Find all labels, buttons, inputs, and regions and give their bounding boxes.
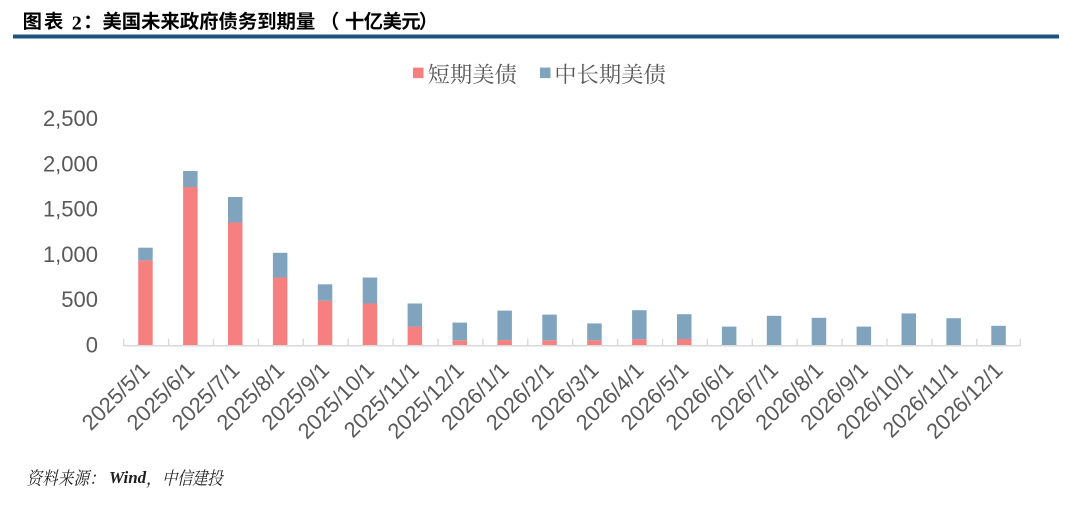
svg-text:500: 500 bbox=[61, 287, 98, 312]
svg-text:1,000: 1,000 bbox=[43, 242, 98, 267]
svg-text:Wind: Wind bbox=[109, 468, 147, 487]
svg-text:2,500: 2,500 bbox=[43, 106, 98, 131]
svg-text:1,500: 1,500 bbox=[43, 197, 98, 222]
svg-text:2: 2 bbox=[72, 13, 82, 35]
svg-text:2,000: 2,000 bbox=[43, 151, 98, 176]
svg-text:0: 0 bbox=[86, 332, 98, 357]
